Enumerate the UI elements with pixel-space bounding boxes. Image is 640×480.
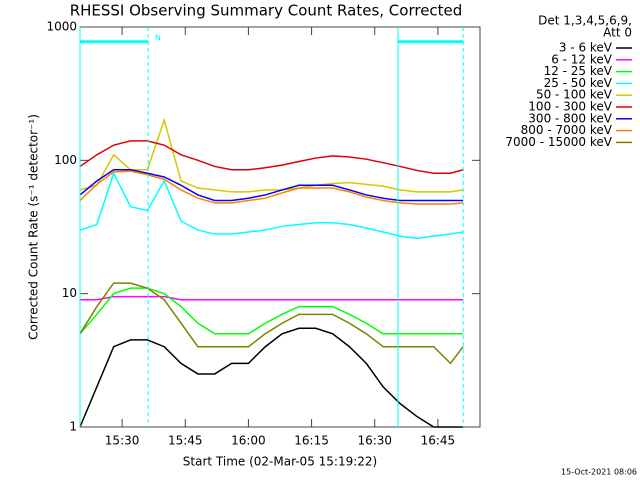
y-axis-label: Corrected Count Rate (s⁻¹ detector⁻¹) [27,114,41,340]
annotation: N [155,33,161,42]
header: Att 0 [603,26,632,40]
legend-label: 300 - 800 keV [528,111,612,125]
y-tick-label: 10 [62,286,77,300]
footer: 15-Oct-2021 08:06 [561,468,637,477]
legend-label: 25 - 50 keV [544,76,613,90]
legend-label: 100 - 300 keV [528,100,612,114]
series-line [79,117,464,193]
y-tick-label: 1000 [46,20,77,34]
header: Det 1,3,4,5,6,9, [538,14,632,28]
x-tick-label: 15:45 [168,434,203,448]
series-line [80,295,464,301]
x-tick-label: 16:30 [357,434,392,448]
x-tick-label: 16:45 [421,434,456,448]
legend-label: 3 - 6 keV [559,41,613,55]
legend-label: 12 - 25 keV [544,64,613,78]
y-tick-label: 1 [69,420,77,434]
x-tick-label: 16:15 [294,434,329,448]
series-line [79,287,464,335]
chart-title: RHESSI Observing Summary Count Rates, Co… [70,2,463,20]
legend-label: 800 - 7000 keV [521,123,613,137]
x-tick-label: 15:30 [105,434,140,448]
y-tick-label: 100 [54,153,77,167]
series-line [79,170,464,205]
x-axis-label: Start Time (02-Mar-05 15:19:22) [183,455,377,469]
x-tick-label: 16:00 [231,434,266,448]
series-line [79,140,464,175]
series-line [79,282,464,365]
series-line [79,171,464,240]
legend-label: 50 - 100 keV [536,88,613,102]
series-line [79,327,464,428]
legend-label: 7000 - 15000 keV [505,135,612,149]
series-line [79,168,464,202]
legend-label: 6 - 12 keV [551,52,613,66]
